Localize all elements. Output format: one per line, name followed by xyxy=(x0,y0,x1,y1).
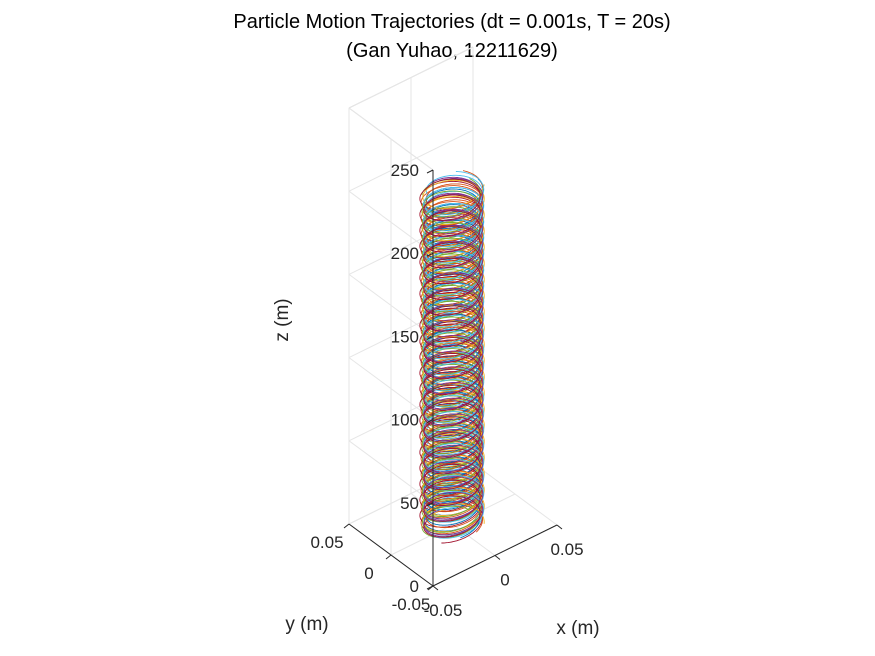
y-tick-label: 0.05 xyxy=(310,533,343,552)
z-axis-label: z (m) xyxy=(272,298,293,341)
x-tick xyxy=(556,524,563,530)
z-tick xyxy=(426,502,434,507)
y-tick-label: -0.05 xyxy=(392,595,431,614)
y-tick xyxy=(385,554,392,560)
y-tick-label: 0 xyxy=(364,564,373,583)
z-tick xyxy=(426,169,434,174)
z-tick-label: 50 xyxy=(400,494,419,513)
tick-marks xyxy=(343,169,563,591)
y-tick xyxy=(343,523,350,529)
x-tick xyxy=(432,585,439,591)
z-tick-label: 250 xyxy=(391,161,419,180)
z-tick-label: 200 xyxy=(391,244,419,263)
chart-subtitle: (Gan Yuhao, 12211629) xyxy=(346,40,558,62)
trajectory-series xyxy=(419,170,485,544)
trajectory-line xyxy=(423,178,481,538)
trajectory-line xyxy=(423,171,485,536)
x-tick-label: 0 xyxy=(500,571,509,590)
x-tick-label: -0.05 xyxy=(424,601,463,620)
z-tick xyxy=(426,252,434,257)
x-tick xyxy=(494,555,501,560)
z-tick-label: 150 xyxy=(391,327,419,346)
z-tick-label: 0 xyxy=(410,577,419,596)
trajectory-line xyxy=(422,179,485,533)
chart-title: Particle Motion Trajectories (dt = 0.001… xyxy=(233,11,670,33)
x-axis-label: x (m) xyxy=(556,618,599,639)
z-tick xyxy=(426,419,434,424)
x-tick-label: 0.05 xyxy=(550,540,583,559)
z-tick-label: 100 xyxy=(391,411,419,430)
z-tick xyxy=(426,335,434,340)
y-axis-label: y (m) xyxy=(285,614,328,635)
y-tick xyxy=(427,585,434,591)
